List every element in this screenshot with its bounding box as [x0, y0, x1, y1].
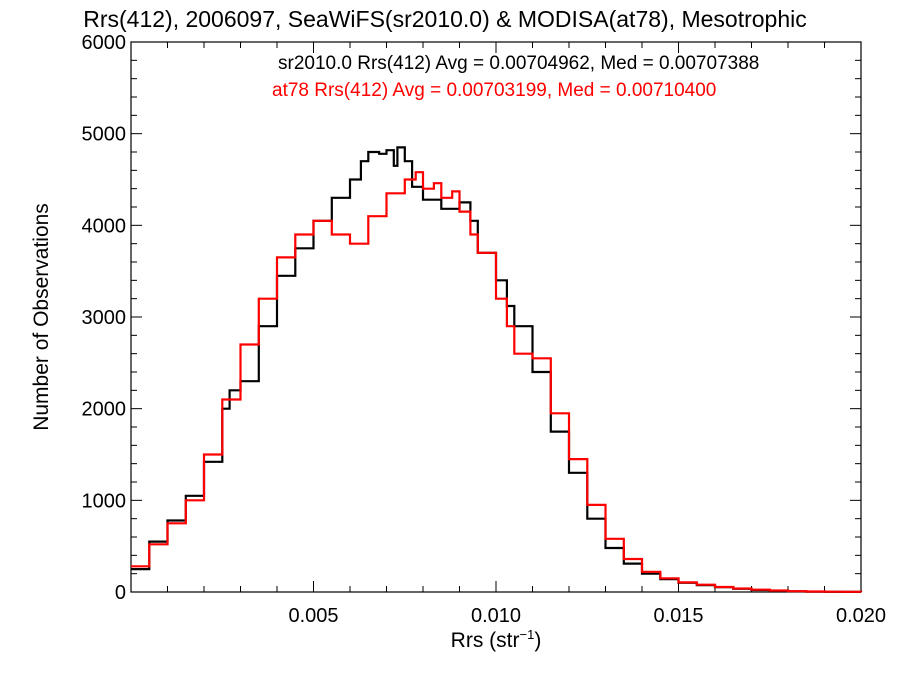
y-tick-label: 6000	[82, 32, 127, 54]
at78-histogram-line	[131, 171, 863, 593]
y-tick-label: 5000	[82, 124, 127, 146]
x-tick-label: 0.005	[288, 605, 338, 627]
y-tick-labels: 0 1000 2000 3000 4000 5000 6000	[82, 32, 127, 604]
y-axis-label: Number of Observations	[30, 203, 53, 431]
y-tick-label: 2000	[82, 399, 127, 421]
series-layer	[131, 146, 863, 593]
y-tick-label: 3000	[82, 307, 127, 329]
x-tick-label: 0.020	[836, 605, 886, 627]
y-tick-label: 0	[115, 582, 126, 604]
y-tick-label: 4000	[82, 215, 127, 237]
red-series-stats: at78 Rrs(412) Avg = 0.00703199, Med = 0.…	[272, 80, 716, 101]
x-axis-label-base: Rrs (str	[451, 629, 520, 652]
x-tick-label: 0.010	[471, 605, 521, 627]
x-axis-label-sup: −1	[520, 627, 535, 642]
y-tick-label: 1000	[82, 490, 127, 512]
plot-frame	[130, 41, 862, 593]
x-axis-label: Rrs (str−1)	[451, 627, 542, 652]
x-tick-label: 0.015	[653, 605, 703, 627]
chart-title: Rrs(412), 2006097, SeaWiFS(sr2010.0) & M…	[83, 6, 807, 32]
black-series-stats: sr2010.0 Rrs(412) Avg = 0.00704962, Med …	[278, 53, 759, 74]
axis-ticks	[130, 41, 862, 593]
x-tick-labels: 0.005 0.010 0.015 0.020	[288, 605, 886, 627]
x-axis-label-close: )	[534, 629, 541, 652]
